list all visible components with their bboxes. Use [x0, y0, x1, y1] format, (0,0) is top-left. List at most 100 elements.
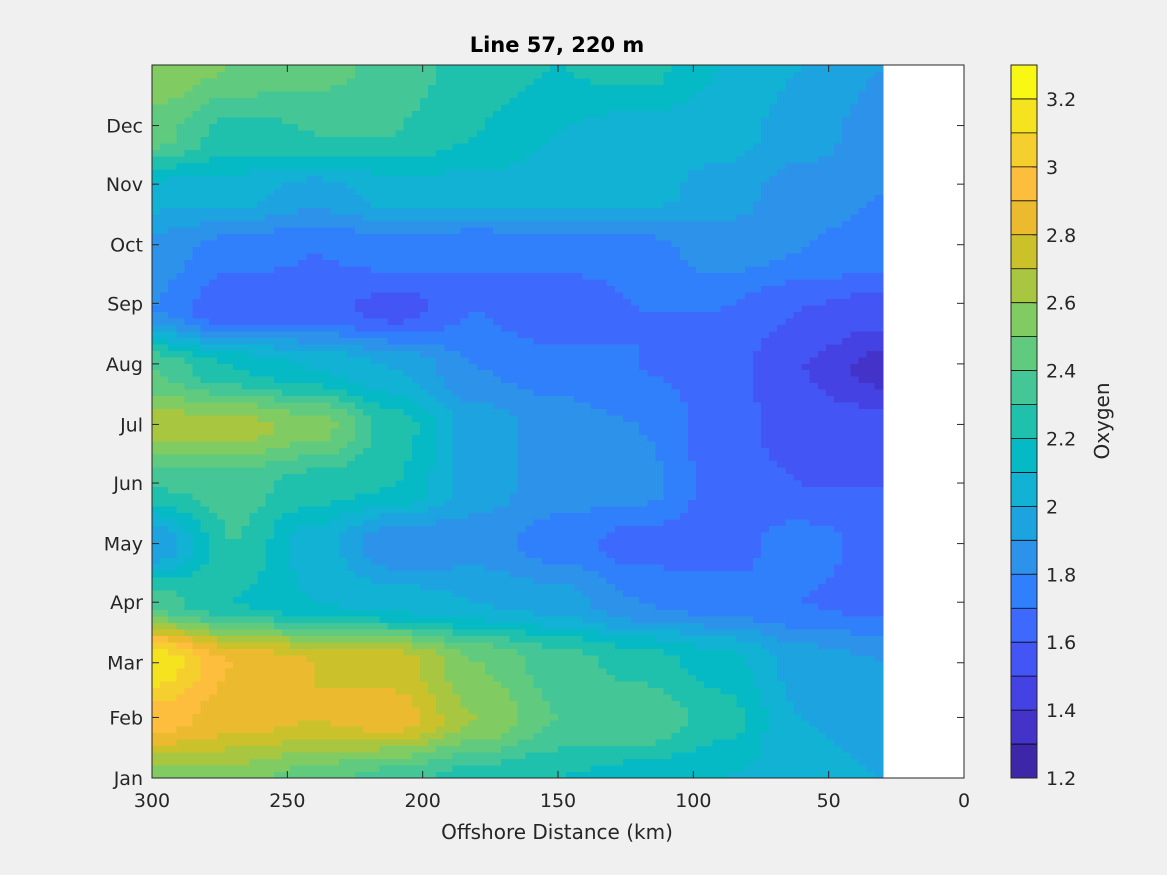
contour-cell — [322, 609, 332, 617]
contour-cell — [541, 771, 551, 779]
contour-cell — [655, 479, 665, 487]
contour-cell — [696, 512, 705, 520]
contour-cell — [216, 557, 226, 565]
contour-cell — [817, 732, 827, 740]
contour-cell — [817, 713, 827, 721]
contour-cell — [842, 499, 851, 507]
contour-cell — [216, 706, 226, 714]
contour-cell — [216, 680, 226, 688]
contour-cell — [152, 415, 161, 423]
contour-cell — [338, 648, 348, 656]
contour-cell — [249, 583, 259, 591]
contour-cell — [436, 635, 445, 643]
contour-cell — [574, 564, 583, 572]
contour-cell — [290, 628, 299, 636]
contour-cell — [152, 557, 161, 565]
contour-cell — [785, 583, 795, 591]
contour-cell — [622, 661, 632, 669]
contour-cell — [720, 609, 730, 617]
contour-cell — [379, 596, 389, 604]
contour-cell — [598, 674, 608, 682]
contour-cell — [184, 635, 194, 643]
contour-cell — [704, 758, 713, 766]
contour-cell — [858, 447, 868, 455]
contour-cell — [493, 479, 502, 487]
contour-cell — [639, 674, 648, 682]
contour-cell — [769, 427, 778, 436]
contour-cell — [866, 771, 876, 779]
contour-cell — [825, 570, 835, 578]
contour-cell — [606, 713, 616, 721]
contour-cell — [379, 654, 389, 662]
contour-cell — [598, 765, 608, 773]
contour-cell — [525, 758, 535, 766]
contour-cell — [606, 525, 616, 533]
contour-cell — [874, 544, 884, 552]
contour-cell — [403, 518, 413, 526]
contour-cell — [298, 745, 307, 753]
contour-cell — [712, 583, 721, 591]
contour-cell — [793, 706, 803, 714]
contour-cell — [200, 421, 210, 429]
contour-cell — [858, 505, 868, 513]
contour-cell — [241, 570, 251, 578]
contour-cell — [298, 602, 307, 611]
contour-cell — [671, 628, 681, 636]
contour-cell — [663, 492, 673, 500]
contour-cell — [208, 745, 218, 753]
contour-cell — [200, 706, 210, 714]
contour-cell — [428, 415, 437, 423]
contour-cell — [330, 752, 340, 760]
contour-cell — [736, 667, 746, 675]
contour-cell — [622, 466, 632, 474]
contour-cell — [501, 602, 510, 611]
contour-cell — [363, 667, 372, 675]
contour-cell — [200, 466, 210, 474]
contour-cell — [631, 622, 640, 630]
contour-cell — [874, 557, 884, 565]
contour-cell — [452, 499, 462, 507]
contour-cell — [639, 505, 648, 513]
contour-cell — [533, 667, 543, 675]
contour-cell — [160, 551, 169, 559]
contour-cell — [428, 564, 437, 572]
contour-cell — [379, 570, 389, 578]
contour-cell — [468, 641, 478, 649]
contour-cell — [606, 596, 616, 604]
contour-cell — [712, 726, 721, 734]
contour-cell — [484, 531, 494, 539]
contour-cell — [809, 771, 819, 779]
contour-cell — [346, 492, 356, 500]
contour-cell — [200, 745, 210, 753]
contour-cell — [712, 518, 721, 526]
contour-cell — [411, 661, 421, 669]
contour-cell — [801, 499, 811, 507]
contour-cell — [785, 641, 795, 649]
contour-cell — [566, 726, 575, 734]
contour-cell — [444, 518, 454, 526]
contour-cell — [525, 648, 535, 656]
contour-cell — [452, 525, 462, 533]
contour-cell — [858, 661, 868, 669]
contour-cell — [419, 713, 429, 721]
contour-cell — [582, 700, 592, 708]
contour-cell — [468, 415, 478, 423]
contour-cell — [168, 518, 177, 526]
contour-cell — [720, 440, 730, 449]
contour-cell — [160, 427, 169, 436]
contour-cell — [168, 421, 177, 429]
contour-cell — [517, 667, 527, 675]
contour-cell — [208, 486, 218, 494]
contour-cell — [192, 577, 202, 585]
contour-cell — [744, 745, 754, 753]
contour-cell — [363, 518, 372, 526]
contour-cell — [379, 622, 389, 630]
contour-cell — [152, 641, 161, 649]
contour-cell — [322, 596, 332, 604]
contour-cell — [265, 752, 275, 760]
contour-cell — [216, 732, 226, 740]
contour-cell — [525, 713, 535, 721]
contour-cell — [168, 654, 177, 662]
contour-cell — [444, 596, 454, 604]
contour-cell — [517, 609, 527, 617]
